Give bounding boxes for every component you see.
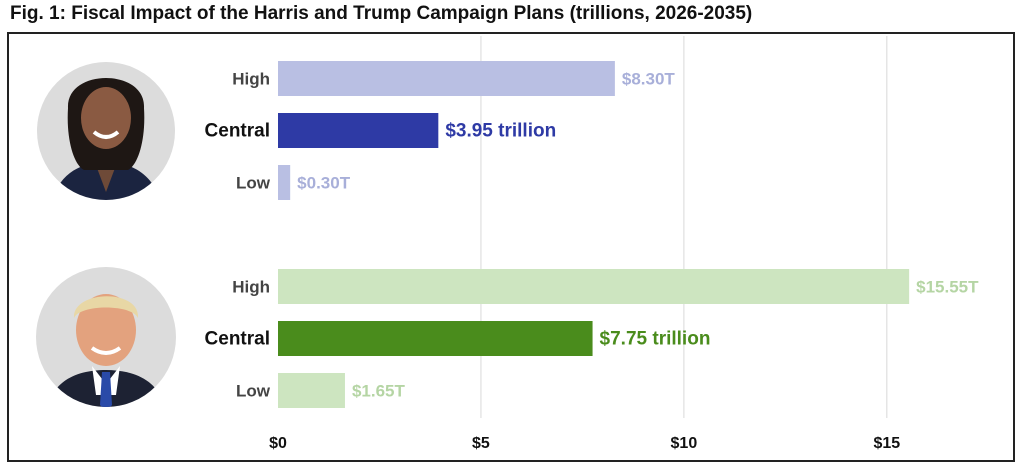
- category-label: Low: [236, 174, 271, 193]
- x-tick-label: $10: [671, 435, 698, 452]
- x-tick-label: $0: [269, 435, 287, 452]
- bar-harris-central: [278, 113, 439, 148]
- category-label: High: [232, 278, 270, 297]
- data-label: $15.55T: [916, 278, 979, 297]
- bar-trump-low: [278, 373, 345, 408]
- category-label: Central: [205, 329, 270, 350]
- chart-title: Fig. 1: Fiscal Impact of the Harris and …: [10, 3, 753, 24]
- data-label: $8.30T: [622, 70, 676, 89]
- x-tick-label: $15: [873, 435, 900, 452]
- bar-harris-high: [278, 61, 615, 96]
- chart-frame: [7, 32, 1015, 462]
- category-label: High: [232, 70, 270, 89]
- data-label: $0.30T: [297, 174, 351, 193]
- bar-harris-low: [278, 165, 291, 200]
- bar-trump-high: [278, 269, 910, 304]
- data-label: $3.95 trillion: [445, 121, 556, 142]
- data-label: $7.75 trillion: [600, 329, 711, 350]
- category-label: Low: [236, 382, 271, 401]
- harris-portrait: [37, 62, 175, 200]
- x-tick-label: $5: [472, 435, 490, 452]
- data-label: $1.65T: [352, 382, 406, 401]
- category-label: Central: [205, 121, 270, 142]
- bar-trump-central: [278, 321, 593, 356]
- trump-portrait: [36, 267, 176, 407]
